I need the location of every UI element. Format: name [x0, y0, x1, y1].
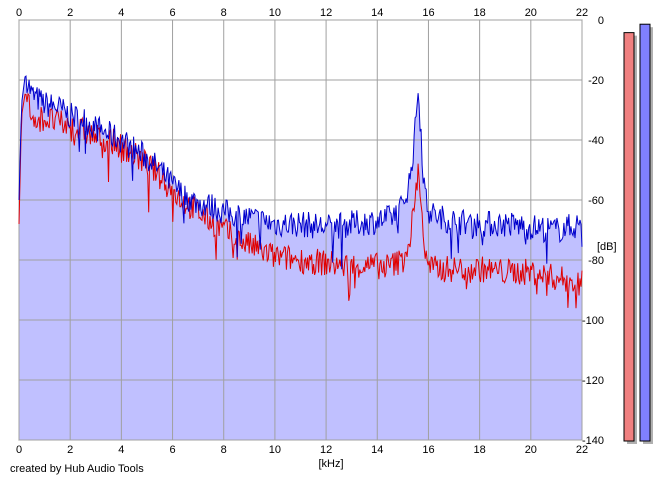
x-tick-label-bottom: 18: [474, 444, 486, 456]
y-tick-label: -100: [582, 315, 604, 327]
x-tick-label-top: 8: [221, 7, 227, 19]
x-tick-label-bottom: 2: [67, 444, 73, 456]
spectrum-fill: [19, 76, 582, 440]
level-meter-bar: [639, 23, 651, 442]
x-tick-label-top: 10: [269, 7, 281, 19]
y-tick-label: -80: [588, 255, 604, 267]
x-tick-label-top: 0: [16, 7, 22, 19]
x-tick-label-bottom: 4: [118, 444, 124, 456]
y-tick-label: -40: [588, 135, 604, 147]
x-tick-label-bottom: 10: [269, 444, 281, 456]
x-tick-label-top: 22: [576, 7, 588, 19]
y-axis-label: [dB]: [597, 241, 617, 253]
credit-text: created by Hub Audio Tools: [10, 463, 144, 475]
y-tick-label: -60: [588, 195, 604, 207]
x-tick-label-bottom: 20: [525, 444, 537, 456]
x-tick-label-bottom: 14: [371, 444, 383, 456]
x-tick-label-top: 2: [67, 7, 73, 19]
x-tick-label-top: 12: [320, 7, 332, 19]
series-line: [18, 75, 583, 270]
y-tick-label: -120: [582, 375, 604, 387]
y-tick-label: 0: [598, 15, 604, 27]
x-tick-label-top: 6: [169, 7, 175, 19]
x-tick-label-bottom: 0: [16, 444, 22, 456]
x-axis-label: [kHz]: [318, 458, 343, 470]
x-tick-label-bottom: 16: [422, 444, 434, 456]
y-tick-label: -140: [582, 435, 604, 447]
x-tick-label-bottom: 12: [320, 444, 332, 456]
x-tick-label-bottom: 8: [221, 444, 227, 456]
level-meter-bar: [623, 32, 635, 442]
x-tick-label-bottom: 22: [576, 444, 588, 456]
x-tick-label-top: 16: [422, 7, 434, 19]
x-tick-label-top: 14: [371, 7, 383, 19]
x-tick-label-top: 20: [525, 7, 537, 19]
x-tick-label-top: 18: [474, 7, 486, 19]
x-tick-label-top: 4: [118, 7, 124, 19]
x-tick-label-bottom: 6: [169, 444, 175, 456]
y-tick-label: -20: [588, 75, 604, 87]
